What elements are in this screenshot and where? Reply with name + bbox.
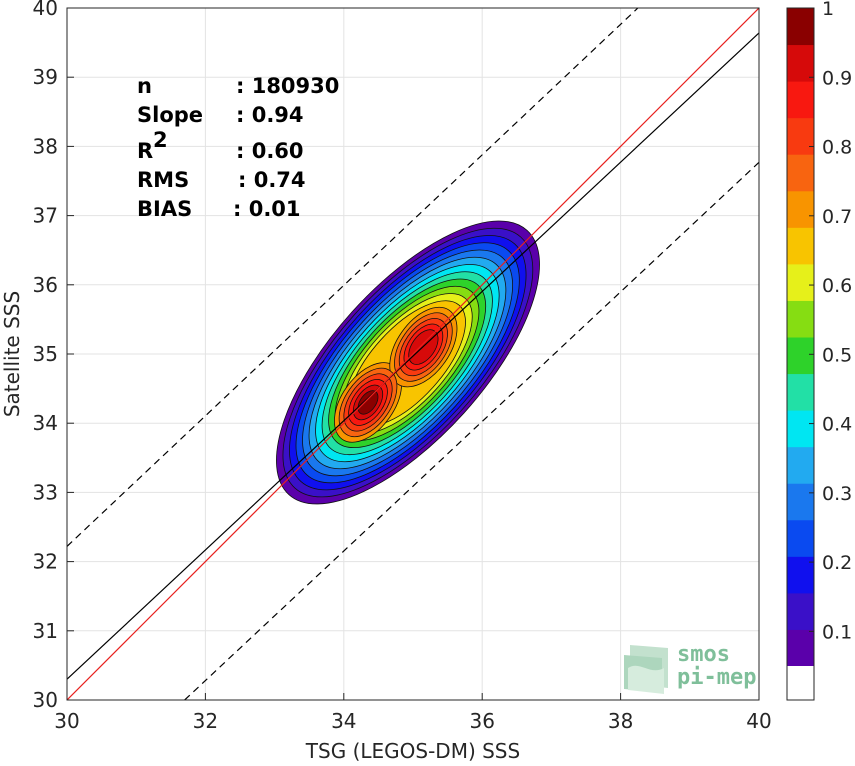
- y-tick-label: 38: [33, 134, 58, 158]
- x-tick-label: 34: [331, 709, 356, 733]
- stat-n-label: n: [137, 74, 152, 98]
- colorbar-tick-label: 0.1: [822, 621, 852, 643]
- stat-r2-value: : 0.60: [236, 139, 304, 163]
- x-tick-label: 32: [193, 709, 218, 733]
- colorbar-level: [787, 44, 814, 82]
- colorbar-tick-label: 0.5: [822, 344, 852, 366]
- identity-line: [67, 8, 759, 700]
- x-tick-label: 36: [469, 709, 494, 733]
- colorbar-tick-label: 0.2: [822, 552, 852, 574]
- y-tick-label: 37: [33, 204, 58, 228]
- logo-waves-icon: [624, 645, 668, 694]
- colorbar-tick-label: 0.7: [822, 206, 852, 228]
- regression-line: [67, 32, 759, 680]
- colorbar-level: [787, 592, 814, 630]
- y-tick-label: 40: [33, 0, 58, 20]
- colorbar-level: [787, 446, 814, 484]
- colorbar-level: [787, 154, 814, 192]
- y-tick-label: 35: [33, 342, 58, 366]
- colorbar-level: [787, 227, 814, 265]
- colorbar-level: [787, 300, 814, 338]
- colorbar-level: [787, 629, 814, 667]
- colorbar-level: [787, 410, 814, 448]
- colorbar-tick-label: 0.9: [822, 67, 852, 89]
- stat-bias-label: BIAS: [137, 197, 192, 221]
- logo-line1: smos: [677, 642, 730, 667]
- colorbar-tick-labels: 0.1 0.2 0.3 0.4 0.5 0.6 0.7 0.8 0.9 1: [822, 0, 852, 643]
- y-tick-labels: 30 31 32 33 34 35 36 37 38 39 40: [33, 0, 58, 712]
- stat-rms-label: RMS: [137, 168, 189, 192]
- y-tick-label: 39: [33, 65, 58, 89]
- colorbar-tick-label: 0.8: [822, 137, 852, 159]
- x-axis-label: TSG (LEGOS-DM) SSS: [305, 739, 520, 763]
- colorbar-level: [787, 519, 814, 557]
- colorbar-level: [787, 190, 814, 228]
- stats-box: n : 180930 Slope : 0.94 R 2 : 0.60 RMS :…: [137, 74, 339, 221]
- smos-pi-mep-logo: smos pi-mep: [624, 642, 756, 694]
- x-tick-label: 30: [54, 709, 79, 733]
- colorbar-tick-label: 0.4: [822, 414, 852, 436]
- stat-slope-value: : 0.94: [236, 103, 304, 127]
- x-tick-label: 38: [608, 709, 633, 733]
- y-tick-label: 30: [33, 688, 58, 712]
- reference-lines: [67, 8, 759, 700]
- stat-rms-value: : 0.74: [238, 168, 306, 192]
- colorbar-tick-label: 0.6: [822, 275, 852, 297]
- stat-r2-sup: 2: [153, 128, 168, 152]
- colorbar-level: [787, 263, 814, 301]
- y-tick-label: 33: [33, 480, 58, 504]
- stat-n-value: : 180930: [236, 74, 339, 98]
- y-tick-label: 31: [33, 619, 58, 643]
- stat-bias-value: : 0.01: [233, 197, 301, 221]
- y-axis-label: Satellite SSS: [0, 291, 24, 417]
- upper-bound-line: [67, 8, 639, 547]
- stat-r2-label: R: [137, 139, 153, 163]
- y-tick-label: 36: [33, 273, 58, 297]
- plot-frame: [66, 7, 760, 701]
- colorbar-level: [787, 117, 814, 155]
- colorbar-tick-label: 1: [822, 0, 834, 20]
- logo-line2: pi-mep: [677, 665, 756, 690]
- x-tick-labels: 30 32 34 36 38 40: [54, 709, 771, 733]
- x-tick-label: 40: [746, 709, 771, 733]
- colorbar-level: [787, 81, 814, 119]
- colorbar-level: [787, 8, 814, 46]
- colorbar-level: [787, 483, 814, 521]
- colorbar-tick-label: 0.3: [822, 483, 852, 505]
- stat-slope-label: Slope: [137, 103, 203, 127]
- y-tick-label: 34: [33, 411, 58, 435]
- colorbar: [786, 7, 815, 701]
- y-tick-label: 32: [33, 550, 58, 574]
- colorbar-empty-level: [787, 666, 814, 700]
- colorbar-level: [787, 337, 814, 375]
- colorbar-level: [787, 373, 814, 411]
